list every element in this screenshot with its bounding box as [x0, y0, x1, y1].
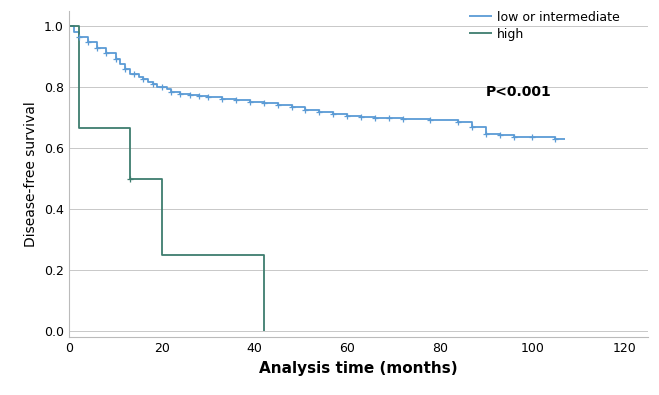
Point: [258, 100, 269, 106]
high: [74, 24, 82, 29]
Point: [111, 56, 121, 62]
Point: [166, 88, 177, 95]
Point: [73, 34, 84, 40]
high: [112, 125, 120, 130]
Point: [203, 94, 214, 100]
low or intermediate: [552, 137, 559, 141]
high: [260, 252, 268, 257]
Line: low or intermediate: low or intermediate: [69, 26, 565, 139]
Point: [527, 134, 538, 141]
Line: high: high: [69, 26, 264, 331]
low or intermediate: [65, 24, 73, 29]
Point: [425, 117, 436, 123]
low or intermediate: [102, 45, 110, 50]
Point: [157, 83, 167, 90]
Point: [508, 134, 519, 140]
high: [158, 252, 166, 257]
Point: [125, 175, 135, 182]
Point: [272, 102, 283, 108]
Point: [356, 114, 366, 120]
low or intermediate: [218, 94, 226, 99]
high: [126, 176, 134, 181]
high: [260, 252, 268, 257]
Point: [148, 81, 158, 87]
Text: P<0.001: P<0.001: [486, 85, 552, 99]
Point: [328, 111, 339, 117]
Point: [101, 50, 111, 56]
Point: [194, 93, 204, 99]
low or intermediate: [454, 120, 462, 124]
Point: [550, 136, 561, 142]
high: [74, 125, 82, 130]
low or intermediate: [385, 115, 393, 120]
Point: [185, 92, 195, 98]
high: [126, 125, 134, 130]
Point: [231, 97, 241, 103]
low or intermediate: [561, 137, 569, 141]
Point: [120, 66, 130, 72]
Point: [217, 96, 227, 102]
low or intermediate: [70, 29, 78, 34]
Point: [467, 124, 477, 130]
Legend: low or intermediate, high: low or intermediate, high: [469, 11, 619, 41]
high: [112, 125, 120, 130]
Point: [453, 119, 463, 125]
Point: [92, 45, 102, 51]
Point: [82, 39, 93, 45]
high: [260, 328, 268, 333]
high: [158, 176, 166, 181]
Point: [300, 107, 310, 113]
low or intermediate: [74, 34, 82, 39]
Point: [480, 130, 491, 137]
Y-axis label: Disease-free survival: Disease-free survival: [24, 101, 38, 247]
high: [65, 24, 73, 29]
Point: [286, 104, 297, 110]
Point: [175, 90, 186, 97]
X-axis label: Analysis time (months): Analysis time (months): [260, 361, 458, 376]
Point: [384, 115, 394, 121]
Point: [494, 132, 505, 138]
Point: [129, 71, 140, 77]
Point: [314, 109, 325, 115]
high: [260, 252, 268, 257]
Point: [370, 115, 380, 121]
Point: [342, 113, 353, 119]
Point: [397, 116, 408, 122]
Point: [138, 76, 149, 82]
Point: [244, 99, 255, 105]
